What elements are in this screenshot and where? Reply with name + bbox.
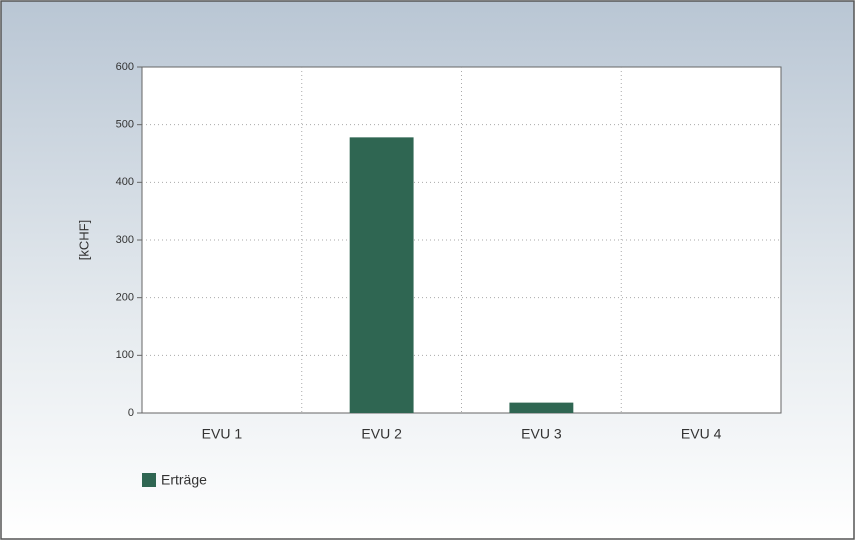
y-tick-label: 500	[116, 119, 134, 131]
bar	[349, 137, 414, 413]
x-tick-label: EVU 4	[681, 426, 722, 442]
bar	[509, 402, 574, 413]
y-tick-label: 300	[116, 234, 134, 246]
y-tick-label: 100	[116, 349, 134, 361]
legend-swatch	[142, 473, 156, 487]
x-tick-label: EVU 1	[202, 426, 243, 442]
x-tick-label: EVU 3	[521, 426, 562, 442]
x-tick-label: EVU 2	[361, 426, 402, 442]
y-tick-label: 0	[128, 407, 134, 419]
y-tick-label: 600	[116, 61, 134, 73]
y-axis-label: [kCHF]	[76, 220, 91, 260]
y-tick-label: 200	[116, 292, 134, 304]
y-tick-label: 400	[116, 176, 134, 188]
legend-label: Erträge	[161, 472, 207, 488]
